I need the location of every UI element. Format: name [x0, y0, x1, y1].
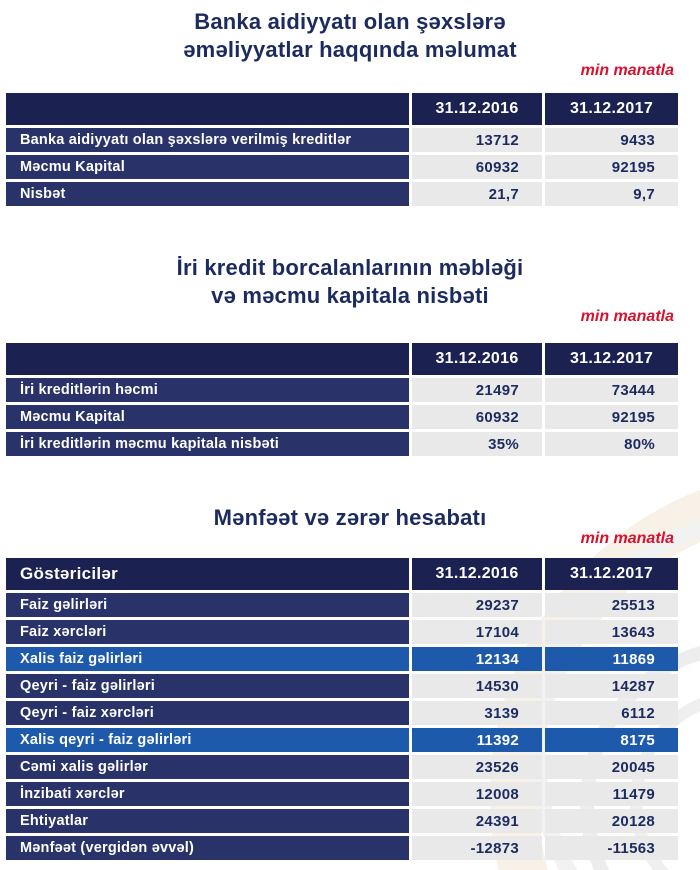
column-header-2016: 31.12.2016 — [412, 558, 542, 590]
large-credits-table: 31.12.2016 31.12.2017 İri kreditlərin həcm… — [6, 343, 678, 456]
value-2016: 60932 — [412, 405, 542, 429]
column-header-2016: 31.12.2016 — [412, 93, 542, 125]
value-2017: 25513 — [545, 593, 678, 617]
row-label: Məcmu Kapital — [6, 155, 409, 179]
row-label: Banka aidiyyatı olan şəxslərə verilmiş k… — [6, 128, 409, 152]
value-2016: 29237 — [412, 593, 542, 617]
row-label: İri kreditlərin məcmu kapitala nisbəti — [6, 432, 409, 456]
value-2017: 9,7 — [545, 182, 678, 206]
row-label: İnzibati xərclər — [6, 782, 409, 806]
unit-label: min manatla — [580, 530, 674, 547]
row-label: Qeyri - faiz xərcləri — [6, 701, 409, 725]
column-header-2017: 31.12.2017 — [545, 558, 678, 590]
value-2016: 17104 — [412, 620, 542, 644]
unit-label: min manatla — [580, 308, 674, 325]
value-2016: 21,7 — [412, 182, 542, 206]
value-2016: 12008 — [412, 782, 542, 806]
row-label: Faiz gəlirləri — [6, 593, 409, 617]
value-2016: 13712 — [412, 128, 542, 152]
value-2016: 3139 — [412, 701, 542, 725]
value-2017: 80% — [545, 432, 678, 456]
value-2016: 12134 — [412, 647, 542, 671]
column-header-2016: 31.12.2016 — [412, 343, 542, 375]
value-2017: 11479 — [545, 782, 678, 806]
value-2016: 11392 — [412, 728, 542, 752]
row-label: Nisbət — [6, 182, 409, 206]
table-corner-header — [6, 343, 409, 375]
row-label: Qeyri - faiz gəlirləri — [6, 674, 409, 698]
section-large-credits: İri kredit borcalanlarının məbləği və mə… — [0, 254, 700, 456]
value-2017: 11869 — [545, 647, 678, 671]
column-header-2017: 31.12.2017 — [545, 343, 678, 375]
value-2017: 20045 — [545, 755, 678, 779]
value-2016: -12873 — [412, 836, 542, 860]
value-2016: 60932 — [412, 155, 542, 179]
section-title: Banka aidiyyatı olan şəxslərə əməliyyatl… — [183, 9, 517, 62]
row-label: Xalis qeyri - faiz gəlirləri — [6, 728, 409, 752]
row-label: İri kreditlərin həcmi — [6, 378, 409, 402]
value-2016: 24391 — [412, 809, 542, 833]
value-2016: 21497 — [412, 378, 542, 402]
section-title: İri kredit borcalanlarının məbləği və mə… — [176, 255, 524, 308]
row-label: Cəmi xalis gəlirlər — [6, 755, 409, 779]
value-2016: 35% — [412, 432, 542, 456]
value-2017: -11563 — [545, 836, 678, 860]
value-2017: 9433 — [545, 128, 678, 152]
value-2016: 14530 — [412, 674, 542, 698]
value-2017: 73444 — [545, 378, 678, 402]
value-2017: 92195 — [545, 405, 678, 429]
row-label: Xalis faiz gəlirləri — [6, 647, 409, 671]
row-label: Ehtiyatlar — [6, 809, 409, 833]
related-party-loans-table: 31.12.2016 31.12.2017 Banka aidiyyatı olan… — [6, 93, 678, 206]
row-label: Məcmu Kapital — [6, 405, 409, 429]
value-2017: 20128 — [545, 809, 678, 833]
value-2016: 23526 — [412, 755, 542, 779]
section-title: Mənfəət və zərər hesabatı — [213, 505, 487, 530]
value-2017: 8175 — [545, 728, 678, 752]
table-corner-header — [6, 93, 409, 125]
table-corner-header: Göstəricilər — [6, 558, 409, 590]
unit-label: min manatla — [580, 62, 674, 79]
row-label: Faiz xərcləri — [6, 620, 409, 644]
value-2017: 6112 — [545, 701, 678, 725]
column-header-2017: 31.12.2017 — [545, 93, 678, 125]
profit-loss-table: Göstəricilər 31.12.2016 31.12.2017 Faiz gəl… — [6, 558, 678, 860]
section-profit-loss: Mənfəət və zərər hesabatı min manatla Gö… — [0, 504, 700, 860]
value-2017: 13643 — [545, 620, 678, 644]
value-2017: 92195 — [545, 155, 678, 179]
row-label: Mənfəət (vergidən əvvəl) — [6, 836, 409, 860]
section-related-party-loans: Banka aidiyyatı olan şəxslərə əməliyyatl… — [0, 0, 700, 206]
value-2017: 14287 — [545, 674, 678, 698]
